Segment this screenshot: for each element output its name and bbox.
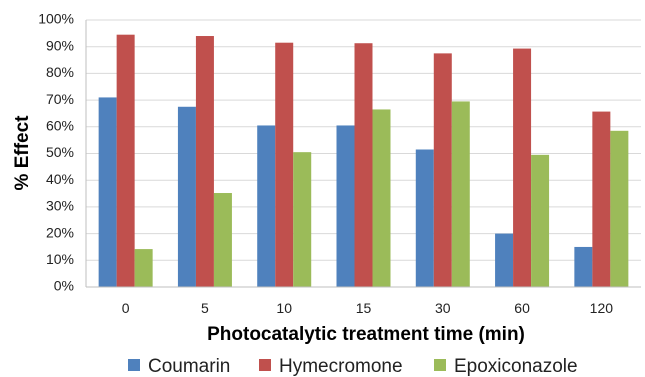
bar-epoxiconazole-30 [451, 101, 470, 287]
bar-hymecromone-10 [275, 42, 294, 287]
y-tick-label: 10% [46, 251, 74, 267]
bar-coumarin-0 [98, 97, 117, 288]
y-tick-label: 20% [46, 224, 74, 240]
y-tick-label: 30% [46, 198, 74, 214]
y-tick-label: 80% [46, 64, 74, 80]
y-tick-label: 0% [54, 278, 74, 294]
bar-epoxiconazole-60 [531, 154, 550, 287]
y-tick-label: 70% [46, 91, 74, 107]
x-tick-label: 15 [356, 300, 372, 316]
bar-coumarin-30 [415, 149, 434, 287]
y-tick-label: 90% [46, 37, 74, 53]
bar-epoxiconazole-10 [293, 152, 312, 287]
bar-coumarin-120 [574, 246, 593, 287]
y-tick-label: 50% [46, 144, 74, 160]
axes [85, 20, 641, 288]
bar-hymecromone-60 [513, 48, 532, 287]
bars [98, 34, 629, 288]
bar-hymecromone-15 [354, 43, 373, 287]
x-tick-label: 30 [435, 300, 451, 316]
bar-hymecromone-120 [592, 111, 611, 288]
bar-epoxiconazole-0 [134, 249, 153, 287]
x-tick-label: 10 [276, 300, 292, 316]
bar-epoxiconazole-5 [213, 193, 232, 287]
legend-label-hymecromone: Hymecromone [279, 356, 403, 377]
y-axis-title: % Effect [12, 115, 33, 191]
legend-swatch-hymecromone [259, 359, 271, 371]
bar-epoxiconazole-15 [372, 109, 391, 287]
bar-coumarin-10 [257, 125, 276, 287]
bar-hymecromone-30 [433, 53, 452, 287]
legend-swatch-coumarin [128, 359, 140, 371]
legend-label-epoxiconazole: Epoxiconazole [454, 356, 578, 377]
legend: Coumarin Hymecromone Epoxiconazole [128, 356, 578, 377]
bar-coumarin-60 [495, 233, 514, 287]
x-tick-label: 5 [201, 300, 209, 316]
bar-hymecromone-0 [116, 34, 135, 288]
x-tick-label: 0 [122, 300, 130, 316]
x-tick-label: 120 [590, 300, 614, 316]
bar-epoxiconazole-120 [610, 130, 629, 287]
bar-coumarin-15 [336, 125, 355, 287]
x-tick-label: 60 [514, 300, 530, 316]
y-tick-label: 60% [46, 118, 74, 134]
y-tick-labels: 0% 10% 20% 30% 40% 50% 60% 70% 80% 90% 100% [38, 11, 74, 294]
bar-hymecromone-5 [195, 36, 214, 287]
legend-label-coumarin: Coumarin [148, 356, 230, 377]
bar-coumarin-5 [177, 106, 196, 288]
y-tick-label: 40% [46, 171, 74, 187]
x-axis-title: Photocatalytic treatment time (min) [207, 324, 525, 345]
x-tick-labels: 0 5 10 15 30 60 120 [122, 300, 614, 316]
legend-swatch-epoxiconazole [434, 359, 446, 371]
y-tick-label: 100% [38, 11, 74, 27]
